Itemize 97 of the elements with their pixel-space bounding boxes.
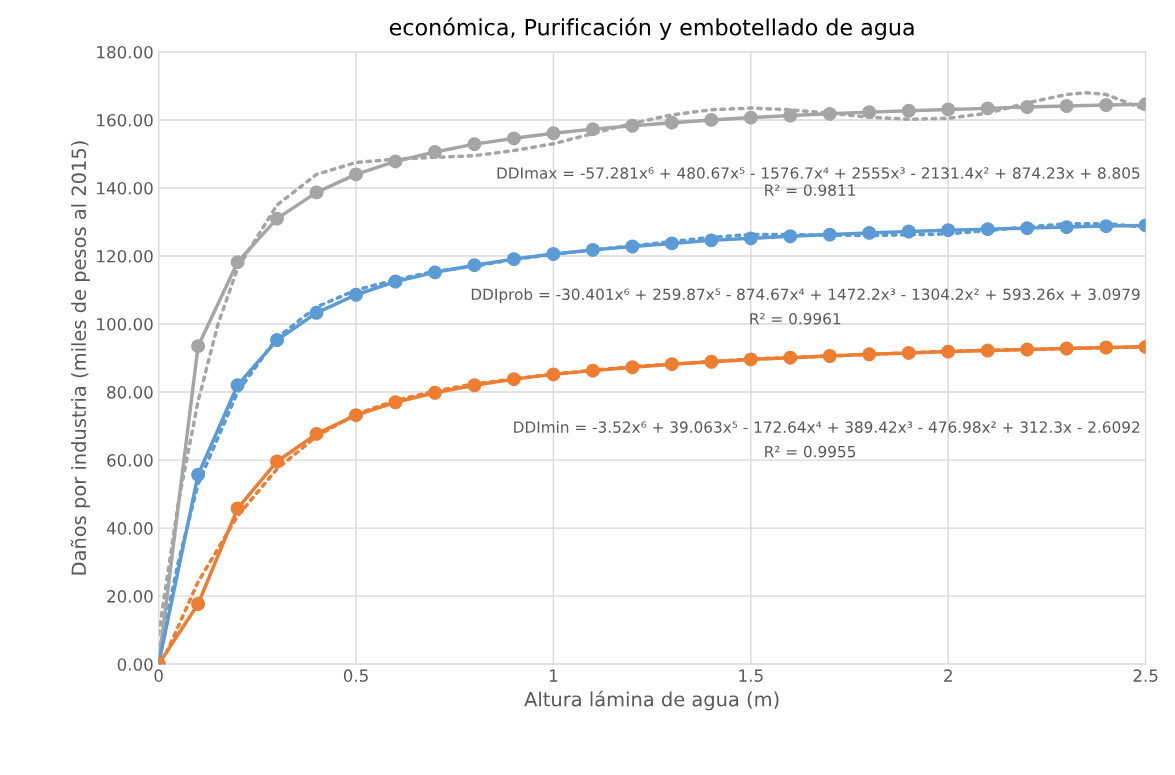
x-tick-label: 0.5	[343, 669, 368, 682]
point	[704, 354, 719, 369]
point	[309, 305, 324, 320]
point	[625, 360, 640, 375]
annotation: DDImin = -3.52x⁶ + 39.063x⁵ - 172.64x⁴ + 389.42x³ - 476.98x² + 312.3x - 2.6092	[514, 421, 1140, 433]
point	[428, 144, 442, 159]
y-axis-title: Daños por industria (miles de pesos al 2015)	[70, 141, 90, 575]
point	[743, 352, 758, 367]
point	[546, 126, 561, 141]
point	[191, 339, 206, 354]
point	[191, 467, 206, 482]
point	[822, 227, 837, 242]
y-tick-label: 140.00	[97, 181, 153, 195]
point	[388, 154, 403, 169]
point	[388, 395, 403, 410]
point	[1059, 341, 1074, 356]
y-tick-label: 180.00	[97, 45, 153, 59]
x-axis-title: Altura lámina de agua (m)	[524, 690, 779, 711]
y-tick-label: 100.00	[97, 318, 153, 331]
point	[230, 255, 245, 270]
point	[901, 103, 916, 118]
point	[585, 242, 600, 257]
point	[1020, 100, 1035, 114]
x-tick-label: 2.5	[1133, 669, 1158, 682]
point	[467, 378, 482, 393]
point	[862, 105, 877, 120]
point	[664, 236, 679, 251]
point	[270, 454, 285, 469]
y-tick-label: 0.00	[117, 658, 153, 671]
point	[822, 349, 837, 363]
point	[349, 167, 363, 182]
point	[1059, 99, 1074, 113]
point	[822, 106, 837, 121]
annotation: R² = 0.9955	[765, 445, 856, 458]
y-tick-label: 160.00	[97, 113, 153, 127]
point	[1020, 342, 1035, 357]
y-tick-label: 60.00	[107, 454, 153, 467]
point	[428, 385, 442, 400]
x-tick-label: 1	[549, 669, 558, 682]
point	[743, 110, 758, 125]
point	[1099, 98, 1114, 112]
point	[1020, 221, 1035, 236]
point	[664, 357, 679, 372]
point	[270, 211, 285, 226]
point	[585, 363, 600, 378]
point	[349, 408, 363, 423]
point	[349, 287, 363, 302]
point	[704, 113, 719, 127]
point	[783, 350, 798, 365]
point	[980, 222, 995, 237]
point	[585, 122, 600, 137]
point	[862, 225, 877, 240]
point	[941, 102, 956, 117]
point	[862, 347, 877, 362]
point	[230, 378, 245, 393]
y-tick-label: 20.00	[107, 590, 153, 603]
y-tick-label: 120.00	[97, 249, 153, 263]
point	[1099, 219, 1114, 234]
annotation: DDImax = -57.281x⁶ + 480.67x⁵ - 1576.7x⁴ + 2555x³ - 2131.4x² + 874.23x + 8.805	[497, 167, 1140, 179]
annotation: R² = 0.9811	[765, 184, 855, 196]
point	[664, 115, 679, 130]
point	[625, 239, 640, 254]
point	[980, 101, 995, 116]
point	[507, 131, 521, 146]
point	[1099, 340, 1114, 355]
y-tick-label: 80.00	[107, 386, 153, 399]
point	[467, 137, 482, 152]
point	[507, 252, 521, 267]
point	[467, 258, 482, 273]
point	[783, 229, 798, 244]
annotation: R² = 0.9961	[750, 312, 841, 325]
y-tick-label: 40.00	[106, 522, 153, 535]
point	[901, 346, 916, 360]
point	[309, 426, 324, 441]
point	[270, 333, 285, 347]
point	[507, 372, 521, 387]
point	[230, 501, 245, 516]
point	[428, 265, 442, 280]
point	[546, 247, 561, 261]
point	[941, 223, 956, 238]
point	[901, 224, 916, 239]
point	[1059, 220, 1074, 235]
point	[743, 231, 758, 246]
point	[546, 367, 561, 382]
point	[309, 185, 324, 200]
point	[388, 274, 403, 289]
point	[941, 344, 956, 359]
point	[625, 118, 640, 133]
x-tick-label: 1.5	[739, 669, 763, 682]
point	[783, 108, 798, 123]
annotation: DDIprob = -30.401x⁶ + 259.87x⁵ - 874.67x⁴ + 1472.2x³ - 1304.2x² + 593.26x + 3.0979	[471, 288, 1140, 303]
point	[191, 597, 206, 611]
point	[704, 233, 719, 248]
chart-title: económica, Purificación y embotellado de agua	[389, 17, 914, 40]
point	[980, 343, 995, 358]
x-tick-label: 0	[154, 669, 163, 682]
x-tick-label: 2	[944, 669, 952, 682]
